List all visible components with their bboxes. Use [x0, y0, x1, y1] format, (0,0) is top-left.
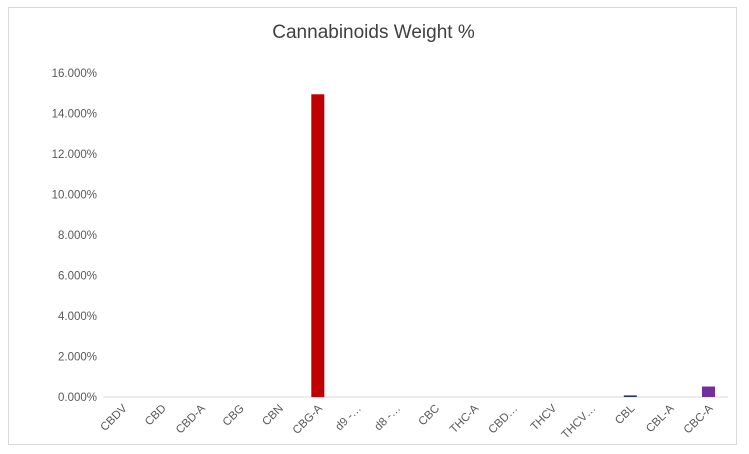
y-tick-label: 10.000% [52, 190, 97, 202]
x-tick-label: CBL [613, 402, 638, 427]
bars [311, 94, 715, 398]
y-tick-label: 8.000% [58, 230, 97, 242]
y-tick-label: 0.000% [58, 392, 97, 404]
y-tick-label: 6.000% [58, 271, 97, 283]
x-tick-label: d8 -… [372, 403, 403, 434]
bar-cbc-a [702, 386, 715, 397]
y-tick-label: 16.000% [52, 68, 97, 80]
bar-cbl [623, 395, 637, 397]
bar-cbg-a [311, 94, 325, 398]
y-tick-label: 2.000% [58, 352, 97, 364]
x-tick-label: d9 -… [333, 403, 364, 434]
y-tick-label: 4.000% [58, 311, 97, 323]
x-axis-ticks: CBDV CBD CBD-A CBG CBN CBG-A d9 -… d8 -… CBC THC-… [99, 402, 716, 441]
x-tick-label: CBL-A [644, 402, 677, 435]
x-tick-label: CBC [416, 403, 442, 429]
x-tick-label: CBD… [486, 403, 520, 437]
x-tick-label: CBC-A [682, 402, 716, 436]
chart-area: Cannabinoids Weight % [8, 7, 737, 445]
y-axis-ticks: 0.000% 2.000% 4.000% 6.000% 8.000% 10.000% 12.… [52, 68, 97, 404]
x-tick-label: THCV [529, 402, 560, 433]
x-tick-label: CBDV [99, 402, 130, 433]
x-tick-label: CBN [260, 403, 286, 429]
x-tick-label: THCV… [560, 403, 599, 442]
x-tick-label: CBG [221, 403, 247, 429]
x-tick-label: THC-A [448, 402, 482, 436]
x-tick-label: CBD [143, 403, 169, 429]
y-tick-label: 12.000% [52, 149, 97, 161]
x-tick-label: CBD-A [174, 402, 208, 436]
chart-title: Cannabinoids Weight % [272, 22, 475, 43]
y-tick-label: 14.000% [52, 109, 97, 121]
x-tick-label: CBG-A [291, 402, 325, 436]
